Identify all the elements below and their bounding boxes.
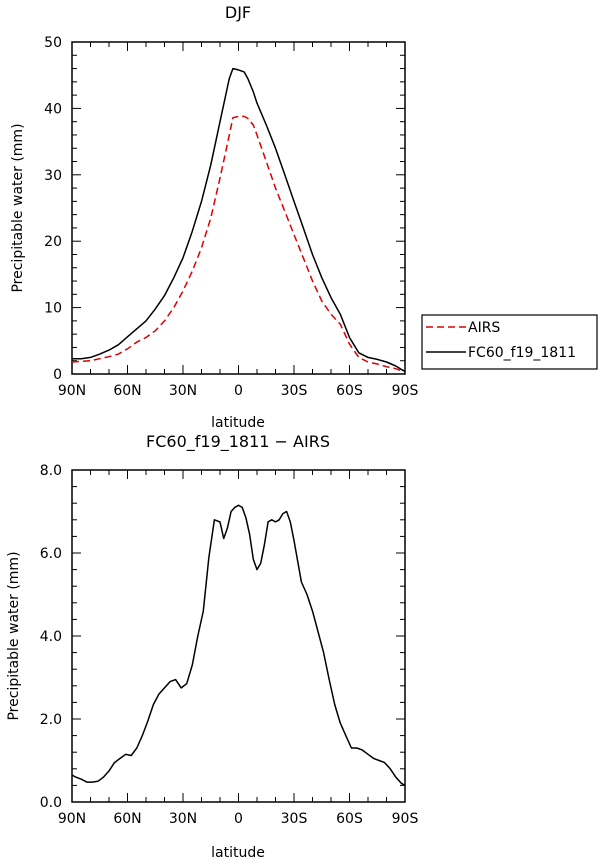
y-tick-label: 10 — [44, 301, 62, 317]
y-tick-label: 6.0 — [40, 546, 62, 562]
y-tick-label: 20 — [44, 234, 62, 250]
legend: AIRS FC60_f19_1811 — [421, 314, 598, 370]
panel2-frame — [71, 469, 406, 803]
panel1-frame — [71, 41, 406, 375]
panel2-title: FC60_f19_1811 − AIRS — [146, 432, 330, 452]
x-tick-label: 0 — [234, 811, 243, 827]
x-tick-label: 90N — [58, 383, 86, 399]
x-tick-label: 90N — [58, 811, 86, 827]
y-tick-label: 50 — [44, 35, 62, 51]
x-tick-label: 60N — [113, 383, 141, 399]
y-tick-label: 0 — [53, 367, 62, 383]
x-tick-label: 90S — [392, 383, 419, 399]
y-tick-label: 4.0 — [40, 629, 62, 645]
x-tick-label: 30S — [281, 383, 308, 399]
y-tick-label: 2.0 — [40, 712, 62, 728]
x-tick-label: 30N — [169, 811, 197, 827]
x-tick-label: 30S — [281, 811, 308, 827]
x-tick-label: 90S — [392, 811, 419, 827]
y-tick-label: 30 — [44, 168, 62, 184]
x-tick-label: 0 — [234, 383, 243, 399]
bottom-panel: FC60_f19_1811 − AIRS 90N 60N 30N 0 30S 60S 90S… — [6, 432, 418, 861]
x-tick-label: 60S — [336, 383, 363, 399]
legend-label-fc60: FC60_f19_1811 — [468, 345, 576, 361]
y-tick-label: 8.0 — [40, 463, 62, 479]
series-line-fc60-f19-1811 — [72, 67, 406, 372]
x-tick-label: 60S — [336, 811, 363, 827]
y-tick-label: 40 — [44, 101, 62, 117]
series-line-airs — [71, 115, 406, 373]
y-tick-label: 0.0 — [40, 795, 62, 811]
series-line-difference — [71, 504, 406, 787]
x-tick-label: 30N — [169, 383, 197, 399]
top-panel: DJF 90N 60N 30N 0 30S 60S 90S 0 10 20 30 40 50 latit… — [10, 3, 598, 431]
panel1-title: DJF — [225, 3, 251, 22]
panel1-ylabel: Precipitable water (mm) — [10, 123, 26, 292]
panel1-xlabel: latitude — [211, 415, 265, 431]
legend-label-airs: AIRS — [468, 320, 500, 336]
panel2-ylabel: Precipitable water (mm) — [6, 551, 22, 720]
panel2-xlabel: latitude — [211, 845, 265, 861]
x-tick-label: 60N — [113, 811, 141, 827]
legend-box — [421, 314, 598, 370]
